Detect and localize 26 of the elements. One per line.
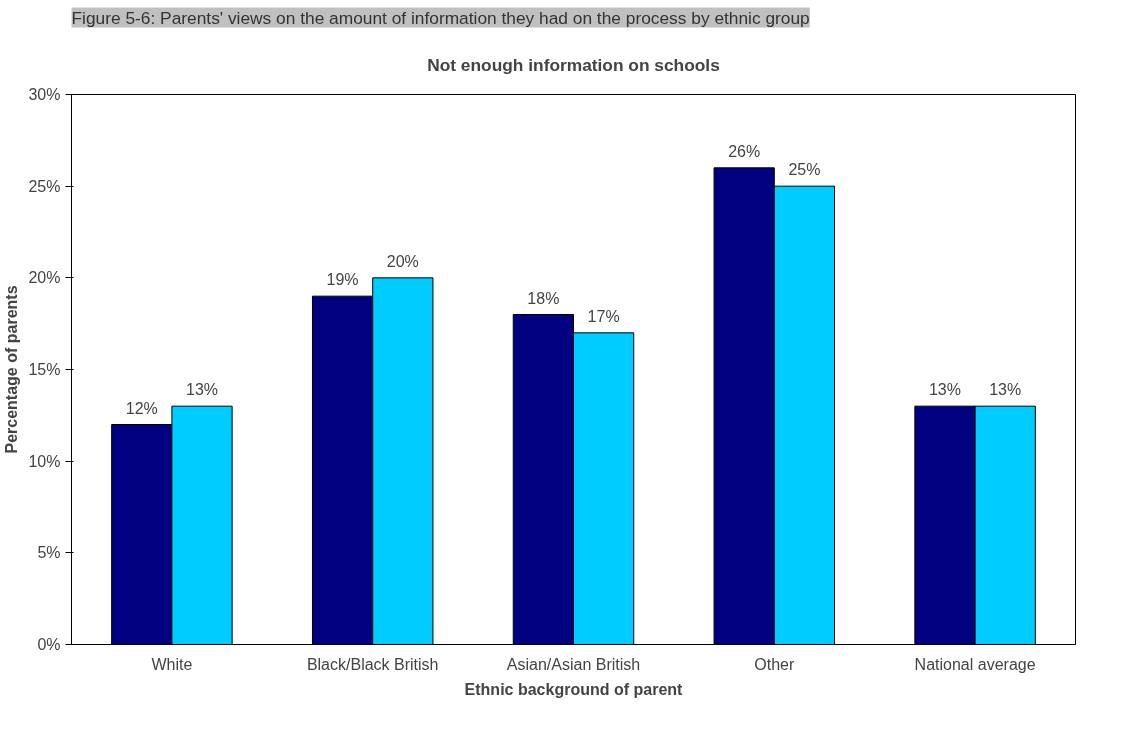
data-label: 26% (728, 142, 761, 160)
data-label: 13% (928, 381, 961, 399)
y-tick-label: 30% (28, 86, 61, 103)
y-axis-title: Percentage of parents (3, 285, 21, 454)
y-tick-label: 25% (28, 177, 61, 195)
x-axis-title: Ethnic background of parent (464, 680, 684, 698)
data-label: 12% (125, 399, 158, 417)
y-tick-label: 0% (37, 636, 61, 653)
caption: Figure 5-6: Parents' views on the amount of information they had on the process by ethnic group (71, 7, 810, 28)
data-label: 17% (587, 307, 620, 325)
x-tick-label: Black/Black British (306, 655, 439, 673)
data-label: 25% (788, 161, 821, 179)
x-tick-label: Other (754, 655, 795, 673)
data-label: 18% (527, 289, 560, 307)
y-tick-label: 10% (28, 452, 61, 470)
data-label: 13% (186, 381, 219, 399)
y-tick-label: 5% (37, 544, 61, 562)
x-tick-label: Asian/Asian British (506, 655, 641, 673)
x-tick-label: White (151, 655, 193, 673)
y-tick-label: 15% (28, 361, 61, 378)
data-label: 13% (989, 381, 1022, 399)
data-label: 19% (326, 271, 359, 289)
data-label: 20% (386, 252, 419, 270)
chart-title: Not enough information on schools (427, 54, 720, 75)
x-tick-label: National average (914, 655, 1036, 673)
y-tick-label: 20% (28, 269, 61, 287)
